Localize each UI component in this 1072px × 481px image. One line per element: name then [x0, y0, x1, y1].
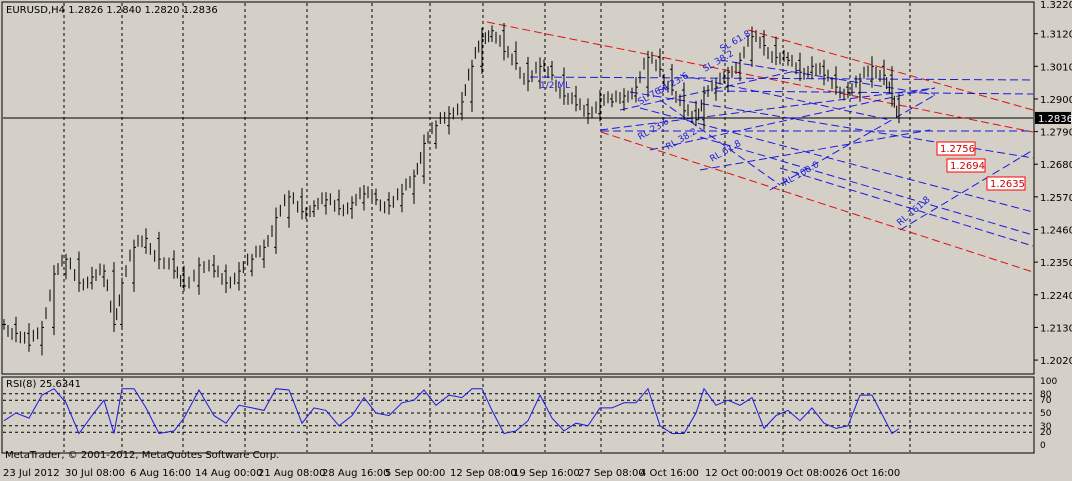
fib-line-10	[699, 129, 931, 171]
rsi-tick-label-5: 20	[1040, 428, 1052, 438]
price-tick-label-0: 1.3120	[1040, 30, 1072, 41]
rsi-line	[3, 387, 900, 435]
price-bars	[2, 22, 901, 356]
chart-header: EURUSD,H4 1.2826 1.2840 1.2820 1.2836	[6, 5, 218, 16]
target-label-0: 1.2756	[940, 144, 975, 155]
rsi-tick-label-6: 0	[1040, 441, 1046, 451]
target-box-2	[986, 176, 1026, 191]
price-tick-label-1: 1.3010	[1040, 62, 1072, 73]
time-tick-label-2: 6 Aug 16:00	[130, 468, 191, 479]
price-plot-area[interactable]	[1, 1, 1035, 375]
fib-line-4	[639, 107, 1034, 213]
price-tick-label-4: 1.2680	[1040, 160, 1072, 171]
rsi-indicator	[3, 387, 900, 435]
target-label-1: 1.2694	[950, 161, 985, 172]
fib-line-7	[659, 99, 781, 186]
target-box-1	[946, 158, 986, 173]
fib-label-0: 1/2 ML	[540, 81, 570, 91]
time-tick-label-5: 28 Aug 16:00	[322, 468, 389, 479]
target-label-2: 1.2635	[990, 179, 1025, 190]
rsi-tick-label-2: 70	[1040, 396, 1052, 406]
price-tick-label-6: 1.2460	[1040, 226, 1072, 237]
time-tick-label-6: 5 Sep 00:00	[385, 468, 445, 479]
current-price-box	[1035, 111, 1071, 124]
rsi-tick-label-4: 30	[1040, 422, 1052, 432]
price-tick-label-3: 1.2790	[1040, 128, 1072, 139]
time-axis: 23 Jul 2012 30 Jul 08:00 6 Aug 16:00 14 Aug…	[3, 468, 900, 479]
time-tick-label-7: 12 Sep 08:00	[450, 468, 517, 479]
rsi-header: RSI(8) 25.6341	[6, 379, 81, 390]
price-tick-label-10: 1.2020	[1040, 356, 1072, 367]
price-axis: 1.3220 1.3120 1.3010 1.2900 1.2790 1.2680 1.25…	[1034, 0, 1072, 367]
fib-line-12	[769, 94, 936, 191]
time-tick-label-9: 27 Sep 08:00	[578, 468, 645, 479]
price-tick-label-7: 1.2350	[1040, 258, 1072, 269]
current-price-label: 1.2836	[1038, 114, 1072, 125]
time-tick-label-13: 26 Oct 16:00	[835, 468, 900, 479]
price-tick-label-9: 1.2130	[1040, 323, 1072, 334]
target-price-boxes: 1.2756 1.2694 1.2635	[936, 141, 1026, 191]
target-box-0	[936, 141, 976, 156]
grid-lines	[3, 3, 1033, 452]
time-tick-label-3: 14 Aug 00:00	[195, 468, 262, 479]
red-channel-line-0	[486, 21, 1034, 133]
red-channel-line-1	[600, 131, 1034, 273]
time-axis-strip	[2, 454, 1034, 464]
price-tick-label-5: 1.2570	[1040, 193, 1072, 204]
price-tick-top: 1.3220	[1040, 0, 1072, 11]
fib-line-11	[899, 149, 1034, 231]
time-tick-label-10: 4 Oct 16:00	[640, 468, 699, 479]
rsi-tick-label-1: 80	[1040, 390, 1052, 400]
fib-line-15	[619, 69, 801, 111]
rsi-tick-label-0: 100	[1040, 377, 1057, 387]
copyright-text: MetaTrader, © 2001-2012, MetaQuotes Soft…	[5, 450, 279, 461]
time-tick-label-1: 30 Jul 08:00	[65, 468, 125, 479]
fib-line-9	[649, 87, 936, 151]
fib-line-8	[599, 87, 936, 131]
time-tick-label-8: 19 Sep 16:00	[513, 468, 580, 479]
time-tick-label-4: 21 Aug 08:00	[258, 468, 325, 479]
price-tick-label-8: 1.2240	[1040, 291, 1072, 302]
time-tick-label-0: 23 Jul 2012	[3, 468, 60, 479]
price-tick-label-2: 1.2900	[1040, 95, 1072, 106]
rsi-plot-area[interactable]	[1, 376, 1035, 454]
fib-line-2	[714, 90, 1034, 95]
fib-line-6	[779, 167, 1034, 247]
fib-line-5	[699, 136, 1034, 236]
andrews-pitchfork-channels	[486, 21, 1034, 273]
rsi-tick-label-3: 50	[1040, 409, 1052, 419]
red-channel-line-2	[747, 29, 1034, 111]
time-tick-label-12: 19 Oct 08:00	[770, 468, 835, 479]
time-tick-label-11: 12 Oct 00:00	[705, 468, 770, 479]
